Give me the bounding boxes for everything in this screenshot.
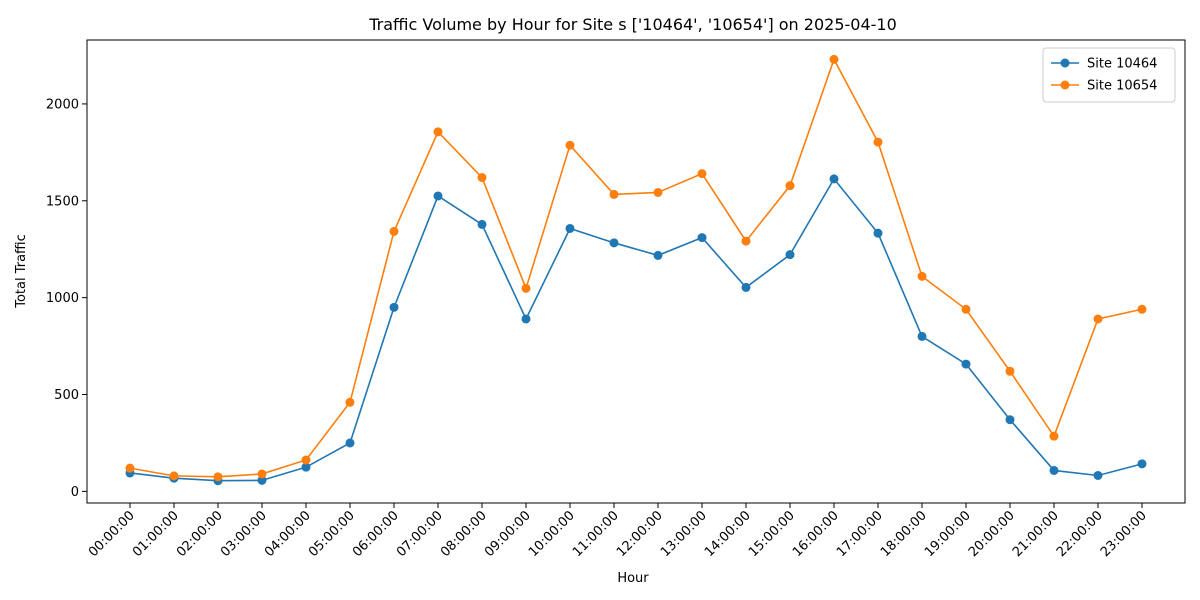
data-point <box>345 438 355 448</box>
data-point <box>213 472 223 482</box>
data-point <box>477 173 487 183</box>
data-point <box>301 455 311 465</box>
x-tick-label: 12:00:00 <box>614 508 666 560</box>
data-point <box>653 250 663 260</box>
data-point <box>1137 459 1147 469</box>
data-point <box>1049 431 1059 441</box>
data-point <box>521 314 531 324</box>
series-line <box>129 57 1143 478</box>
data-point <box>1093 314 1103 324</box>
x-tick-label: 20:00:00 <box>966 508 1018 560</box>
x-tick-label: 22:00:00 <box>1054 508 1106 560</box>
data-point <box>961 359 971 369</box>
plot-area: 0 500 1000 1500 2000 00:00:0001:00:0002:00:00… <box>46 39 1186 560</box>
y-tick-label: 1000 <box>46 291 79 306</box>
data-point <box>433 127 443 137</box>
data-point <box>653 187 663 197</box>
data-point <box>697 233 707 243</box>
x-tick-label: 00:00:00 <box>86 508 138 560</box>
x-tick-label: 17:00:00 <box>834 508 886 560</box>
data-point <box>829 174 839 184</box>
data-point <box>829 54 839 64</box>
data-point <box>301 462 311 472</box>
legend-entry-label: Site 10464 <box>1087 57 1157 72</box>
x-tick-label: 13:00:00 <box>658 508 710 560</box>
plot-frame <box>86 39 1186 504</box>
data-point <box>521 283 531 293</box>
y-axis-label: Total Traffic <box>14 234 29 309</box>
x-tick-label: 10:00:00 <box>526 508 578 560</box>
x-tick-label: 19:00:00 <box>922 508 974 560</box>
data-point <box>741 236 751 246</box>
x-tick-label: 03:00:00 <box>218 508 270 560</box>
data-point <box>1137 304 1147 314</box>
legend: Site 10464 Site 10654 <box>1042 47 1176 103</box>
data-point <box>477 219 487 229</box>
legend-swatch-marker <box>1060 80 1070 90</box>
data-point <box>1093 470 1103 480</box>
x-axis-label: Hour <box>617 571 649 586</box>
data-point <box>1005 415 1015 425</box>
data-point <box>389 226 399 236</box>
y-tick-label: 0 <box>71 485 79 500</box>
data-point <box>917 331 927 341</box>
data-point <box>565 223 575 233</box>
data-point <box>873 137 883 147</box>
x-tick-label: 16:00:00 <box>790 508 842 560</box>
series-1 <box>125 174 1147 486</box>
legend-box <box>1042 47 1176 103</box>
legend-entry-label: Site 10654 <box>1087 79 1157 94</box>
data-point <box>609 238 619 248</box>
data-point <box>257 469 267 479</box>
x-tick-label: 23:00:00 <box>1098 508 1150 560</box>
y-tick-label: 2000 <box>46 97 79 112</box>
data-point <box>917 271 927 281</box>
chart-title: Traffic Volume by Hour for Site s ['1046… <box>368 15 897 34</box>
y-tick-label: 1500 <box>46 194 79 209</box>
data-point <box>785 250 795 260</box>
x-tick-label: 01:00:00 <box>130 508 182 560</box>
x-tick-label: 06:00:00 <box>350 508 402 560</box>
data-point <box>1005 366 1015 376</box>
series-2 <box>125 54 1147 482</box>
x-tick-label: 04:00:00 <box>262 508 314 560</box>
data-point <box>125 463 135 473</box>
data-point <box>873 228 883 238</box>
y-tick-label: 500 <box>54 388 79 403</box>
x-tick-label: 09:00:00 <box>482 508 534 560</box>
series-line <box>129 177 1143 482</box>
data-point <box>609 189 619 199</box>
x-tick-label: 14:00:00 <box>702 508 754 560</box>
data-point <box>433 191 443 201</box>
data-point <box>169 471 179 481</box>
x-tick-label: 11:00:00 <box>570 508 622 560</box>
x-tick-label: 07:00:00 <box>394 508 446 560</box>
data-point <box>1049 465 1059 475</box>
x-tick-label: 02:00:00 <box>174 508 226 560</box>
data-point <box>697 169 707 179</box>
data-point <box>345 397 355 407</box>
data-point <box>785 181 795 191</box>
x-tick-label: 18:00:00 <box>878 508 930 560</box>
x-tick-label: 21:00:00 <box>1010 508 1062 560</box>
x-tick-label: 08:00:00 <box>438 508 490 560</box>
data-point <box>961 304 971 314</box>
data-point <box>257 475 267 485</box>
x-tick-label: 05:00:00 <box>306 508 358 560</box>
legend-swatch-marker <box>1060 58 1070 68</box>
data-point <box>389 302 399 312</box>
data-point <box>565 140 575 150</box>
data-point <box>741 282 751 292</box>
x-tick-label: 15:00:00 <box>746 508 798 560</box>
